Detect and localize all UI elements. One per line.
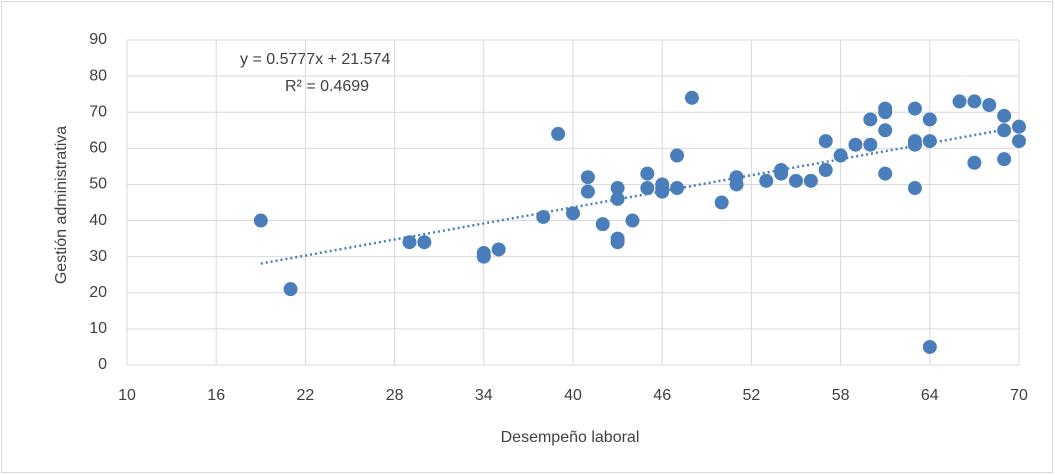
y-tick-label: 60 (89, 140, 107, 157)
point (818, 163, 833, 177)
point (803, 173, 818, 188)
point (655, 181, 670, 196)
y-tick-label: 80 (89, 67, 107, 84)
x-tick-label: 46 (653, 387, 671, 404)
point (729, 177, 744, 192)
point (566, 206, 580, 221)
point (1012, 134, 1026, 149)
point (610, 181, 625, 196)
point (402, 235, 417, 250)
point (774, 166, 789, 181)
trendline-equation: y = 0.5777x + 21.574 (240, 51, 390, 68)
y-tick-label: 70 (89, 103, 107, 120)
point (640, 166, 655, 181)
y-axis-title: Gestión administrativa (53, 126, 70, 284)
point (610, 191, 625, 206)
x-tick-label: 28 (386, 387, 404, 404)
point (848, 137, 863, 152)
point (759, 173, 774, 188)
point (863, 112, 878, 127)
y-tick-label: 10 (89, 320, 107, 337)
point (536, 209, 551, 224)
point (640, 181, 655, 196)
point (625, 213, 640, 228)
point (967, 155, 982, 170)
y-tick-label: 0 (98, 356, 107, 373)
y-tick-label: 50 (89, 176, 107, 193)
x-axis-title: Desempeño laboral (501, 429, 640, 446)
point (551, 126, 566, 141)
point (833, 148, 848, 163)
point (283, 282, 298, 297)
x-tick-label: 40 (564, 387, 582, 404)
point (610, 235, 625, 250)
point (907, 181, 922, 196)
point (253, 213, 268, 228)
point (595, 217, 610, 232)
point (878, 105, 893, 120)
point (997, 108, 1012, 123)
point (907, 101, 922, 116)
x-tick-label: 58 (832, 387, 850, 404)
point (878, 166, 893, 181)
point (417, 235, 432, 250)
x-tick-label: 64 (921, 387, 939, 404)
trendline (260, 125, 1020, 265)
point (922, 112, 937, 127)
point (997, 123, 1012, 138)
point (476, 249, 491, 264)
point (967, 94, 982, 109)
x-tick-label: 22 (297, 387, 315, 404)
point (952, 94, 967, 109)
point (878, 123, 893, 138)
x-tick-label: 10 (118, 387, 136, 404)
point (818, 134, 833, 149)
point (982, 98, 997, 112)
point (580, 184, 595, 199)
y-tick-label: 40 (89, 212, 107, 229)
y-tick-label: 90 (89, 31, 107, 48)
x-tick-label: 34 (475, 387, 493, 404)
x-tick-label: 16 (207, 387, 225, 404)
point (684, 90, 699, 105)
point (714, 195, 729, 210)
point (997, 152, 1012, 167)
point (580, 170, 595, 185)
point (670, 181, 685, 196)
r-squared: R² = 0.4699 (285, 78, 369, 95)
point (1012, 119, 1026, 134)
x-tick-label: 52 (743, 387, 761, 404)
x-tick-label: 70 (1010, 387, 1028, 404)
y-tick-label: 20 (89, 284, 107, 301)
y-tick-label: 30 (89, 248, 107, 265)
point (789, 173, 803, 188)
point (863, 137, 878, 152)
point (670, 148, 685, 163)
point (922, 134, 937, 149)
point (491, 242, 506, 257)
point (922, 339, 937, 354)
point (907, 137, 922, 152)
